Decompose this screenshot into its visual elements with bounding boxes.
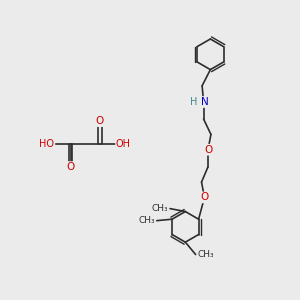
Text: O: O xyxy=(66,162,75,172)
Text: HO: HO xyxy=(39,139,54,149)
Text: OH: OH xyxy=(116,139,131,149)
Text: H: H xyxy=(190,97,198,107)
Text: O: O xyxy=(96,116,104,126)
Text: N: N xyxy=(201,97,208,107)
Text: O: O xyxy=(204,145,212,155)
Text: CH₃: CH₃ xyxy=(139,216,155,225)
Text: CH₃: CH₃ xyxy=(152,204,169,213)
Text: O: O xyxy=(200,192,208,203)
Text: CH₃: CH₃ xyxy=(197,250,214,259)
